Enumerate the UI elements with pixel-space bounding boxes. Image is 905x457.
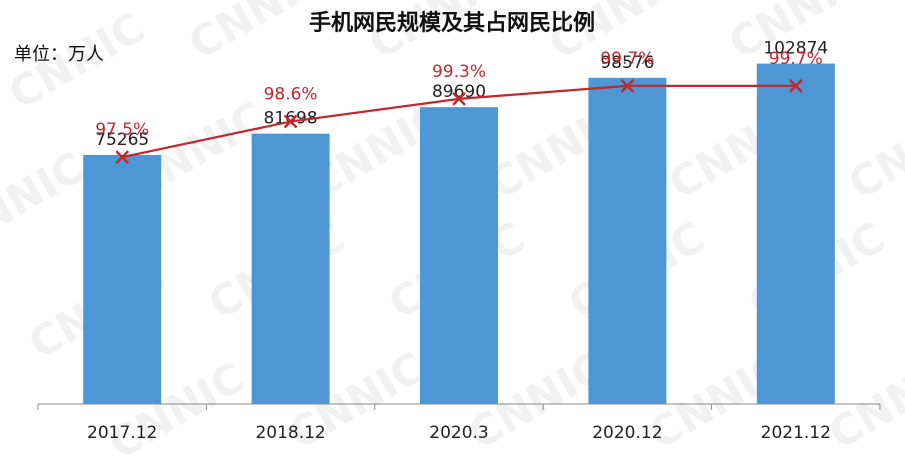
chart-title: 手机网民规模及其占网民比例 (309, 11, 595, 36)
line-marker (115, 150, 130, 164)
line-value-label: 98.6% (264, 85, 318, 105)
bar (756, 63, 835, 405)
percent-line-series: 97.5% 98.6% 99.3% 99.7% 99.7% (95, 49, 823, 164)
bar (420, 107, 498, 404)
bar (83, 154, 162, 404)
bar-value-label: 98576 (600, 53, 654, 73)
x-tick-label: 2021.12 (761, 423, 831, 443)
line-value-label: 99.3% (432, 62, 486, 82)
bar (588, 77, 667, 405)
bar-value-label: 75265 (95, 130, 149, 150)
watermark-text: CNNIC (841, 92, 905, 208)
line-value-label: 97.5% (95, 120, 149, 140)
x-tick-label: 2018.12 (255, 423, 325, 443)
x-tick-label: 2020.12 (592, 423, 662, 443)
line-marker (620, 79, 635, 93)
line-marker (283, 114, 298, 129)
unit-label: 单位：万人 (14, 44, 104, 65)
bar-value-label: 102874 (763, 39, 828, 59)
watermark-text: CNNIC (0, 142, 93, 258)
line-marker (788, 79, 803, 93)
x-tick-label: 2020.3 (429, 423, 488, 443)
line-value-label: 99.7% (600, 49, 654, 69)
x-tick-label: 2017.12 (87, 423, 157, 443)
line-marker (452, 92, 466, 106)
bar (251, 133, 330, 405)
x-ticks: 2017.12 2018.12 2020.3 2020.12 2021.12 (37, 404, 881, 443)
line-value-label: 99.7% (769, 49, 823, 69)
